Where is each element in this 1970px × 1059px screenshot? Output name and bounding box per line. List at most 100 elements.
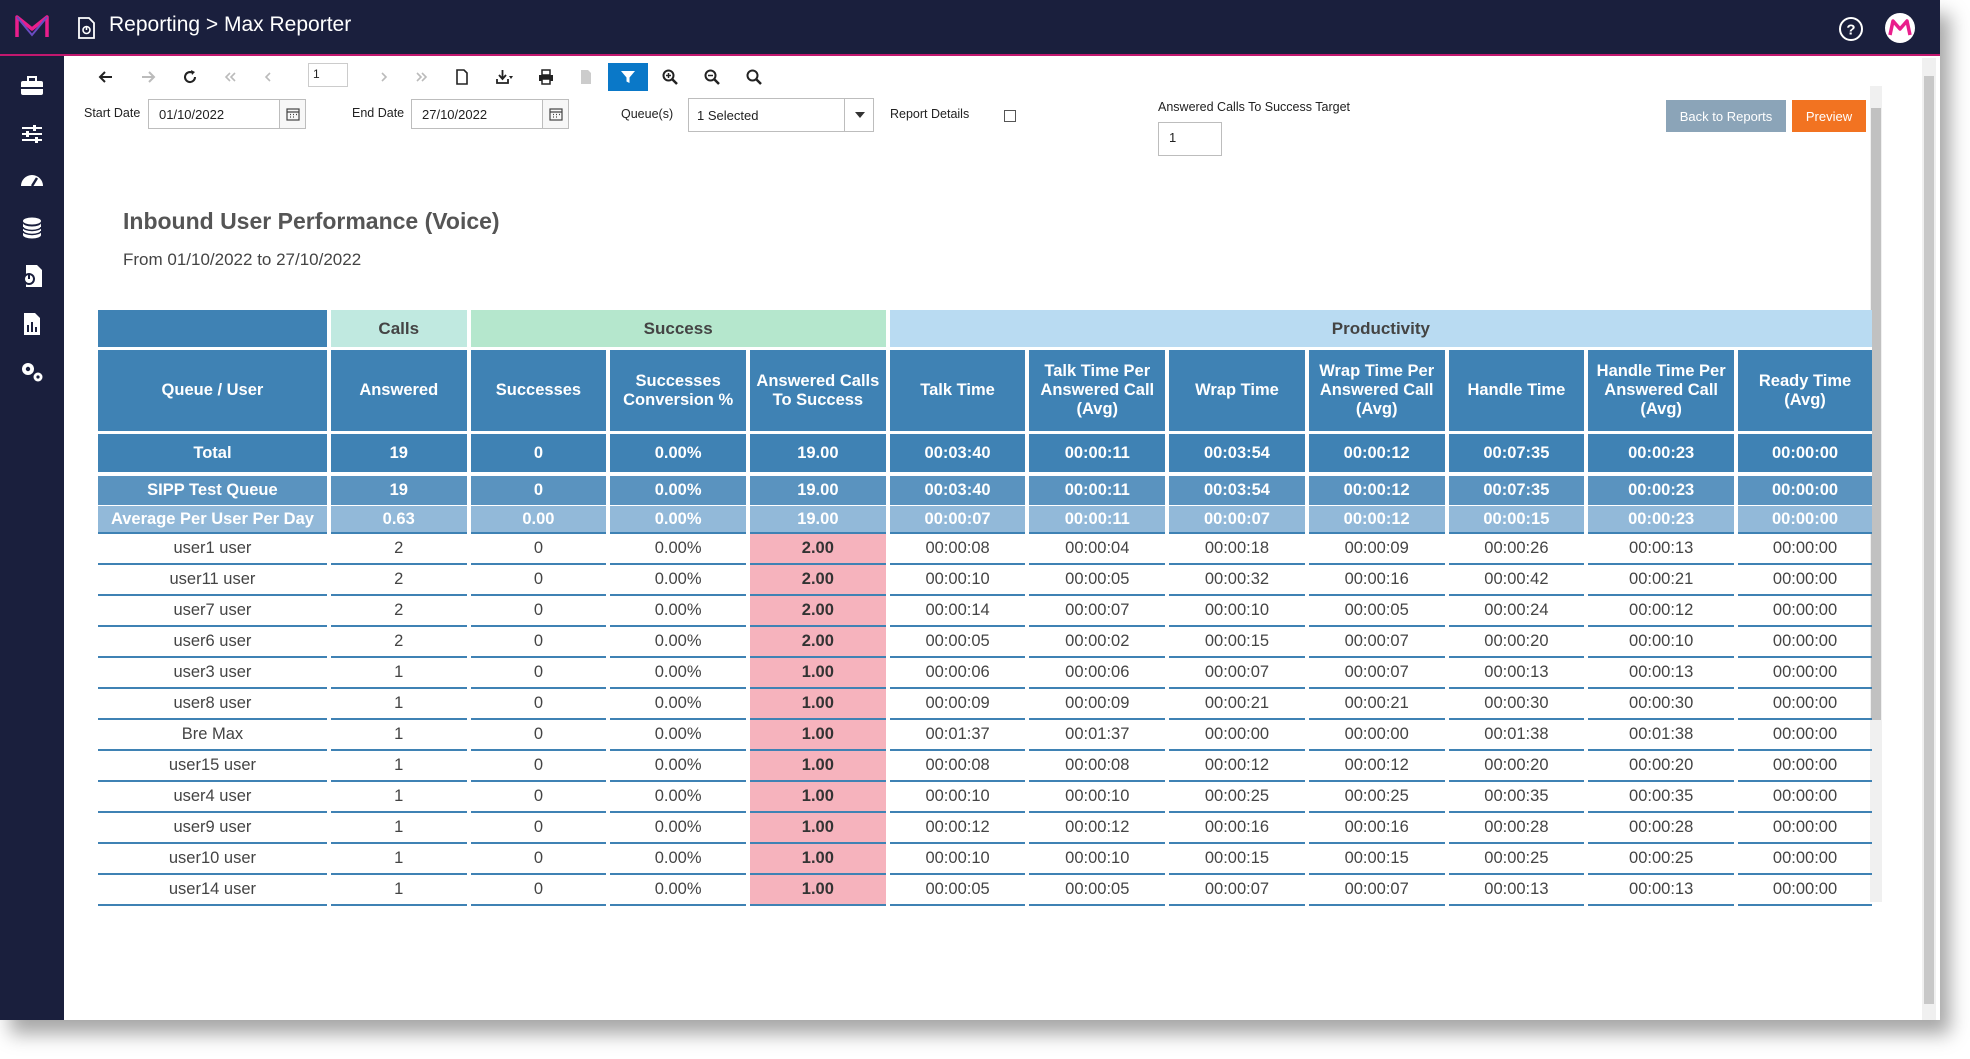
table-cell: 0 (470, 476, 607, 506)
column-header: Answered (330, 350, 467, 434)
table-cell: 00:00:07 (889, 506, 1026, 534)
page-setup-icon[interactable] (566, 63, 606, 91)
table-cell: 00:00:15 (1308, 844, 1445, 875)
group-header-row: Calls Success Productivity (98, 310, 1872, 350)
report-title: Inbound User Performance (Voice) (123, 208, 500, 234)
queues-select[interactable]: 1 Selected (688, 98, 874, 132)
table-cell: 1.00 (750, 782, 886, 813)
average-row: Average Per User Per Day 0.63 0.00 0.00% 19.… (98, 506, 1872, 534)
last-page-icon[interactable] (402, 63, 442, 91)
zoom-out-icon[interactable] (692, 63, 732, 91)
table-cell: 00:00:00 (1738, 875, 1872, 906)
column-header: Handle Time (1448, 350, 1585, 434)
table-cell: 00:00:07 (1029, 596, 1166, 627)
table-cell: 00:00:23 (1588, 434, 1735, 476)
search-icon[interactable] (734, 63, 774, 91)
table-cell: user7 user (98, 596, 327, 627)
table-cell: 00:07:35 (1448, 476, 1585, 506)
table-cell: 00:00:35 (1448, 782, 1585, 813)
briefcase-icon[interactable] (18, 72, 46, 100)
table-cell: 00:00:12 (1308, 506, 1445, 534)
table-cell: 0.00% (610, 596, 746, 627)
brand-logo-icon[interactable] (14, 13, 50, 41)
svg-text:?: ? (1846, 22, 1855, 39)
preview-button[interactable]: Preview (1792, 100, 1866, 132)
chart-file-icon[interactable] (18, 310, 46, 338)
export-download-icon[interactable] (484, 63, 524, 91)
table-cell: 0 (470, 534, 607, 565)
table-cell: 0.00% (610, 627, 746, 658)
start-date-calendar-icon[interactable] (280, 99, 306, 129)
report-table-body: Total 19 0 0.00% 19.00 00:03:40 00:00:11 00:03:… (98, 434, 1872, 906)
first-page-icon[interactable] (210, 63, 250, 91)
dashboard-icon[interactable] (18, 166, 46, 194)
chevron-down-icon[interactable] (844, 98, 874, 132)
previous-page-icon[interactable] (248, 63, 288, 91)
report-scrollbar-thumb[interactable] (1871, 108, 1881, 720)
reports-icon[interactable] (18, 262, 46, 290)
table-cell: 2.00 (750, 534, 886, 565)
table-cell: 00:00:25 (1588, 844, 1735, 875)
start-date-field[interactable]: 01/10/2022 (148, 99, 280, 129)
forward-arrow-icon[interactable] (128, 63, 168, 91)
table-cell: 00:00:18 (1169, 534, 1305, 565)
table-row: user1 user 2 0 0.00% 2.00 00:00:08 00:00:04 00:… (98, 534, 1872, 565)
group-header-blank (98, 310, 327, 350)
sidebar (0, 56, 64, 1020)
table-cell: 0.00% (610, 658, 746, 689)
page-scrollbar-thumb[interactable] (1924, 76, 1934, 1004)
target-input[interactable]: 1 (1158, 122, 1222, 156)
table-cell: 00:00:00 (1738, 476, 1872, 506)
next-page-icon[interactable] (364, 63, 404, 91)
table-cell: 0 (470, 689, 607, 720)
table-cell: 2.00 (750, 596, 886, 627)
table-cell: 00:00:10 (1169, 596, 1305, 627)
column-header: Answered Calls To Success (750, 350, 886, 434)
table-cell: 0.00% (610, 782, 746, 813)
table-cell: 0.00% (610, 534, 746, 565)
page-number-input[interactable]: 1 (308, 63, 348, 87)
table-cell: 00:00:05 (1308, 596, 1445, 627)
column-header-row: Queue / User Answered Successes Successes C… (98, 350, 1872, 434)
table-cell: user14 user (98, 875, 327, 906)
table-cell: 00:00:00 (1738, 627, 1872, 658)
table-cell: 0 (470, 627, 607, 658)
table-cell: 00:00:20 (1588, 751, 1735, 782)
back-to-reports-button[interactable]: Back to Reports (1666, 100, 1786, 132)
table-cell: 00:00:00 (1738, 596, 1872, 627)
table-row: user6 user 2 0 0.00% 2.00 00:00:05 00:00:02 00:… (98, 627, 1872, 658)
help-icon[interactable]: ? (1838, 16, 1864, 42)
refresh-icon[interactable] (170, 63, 210, 91)
report-panel: 1 Start Date 01/10/2022 End Date 27/10/2… (64, 58, 1940, 1020)
filter-icon[interactable] (608, 63, 648, 91)
table-row: user14 user 1 0 0.00% 1.00 00:00:05 00:00:05 00… (98, 875, 1872, 906)
table-cell: 00:00:08 (889, 534, 1026, 565)
new-document-icon[interactable] (442, 63, 482, 91)
table-cell: 00:00:42 (1448, 565, 1585, 596)
column-header: Wrap Time (1169, 350, 1305, 434)
sliders-icon[interactable] (18, 120, 46, 148)
table-cell: 19.00 (750, 476, 886, 506)
user-avatar-icon[interactable] (1884, 12, 1916, 44)
table-cell: 19.00 (750, 506, 886, 534)
back-arrow-icon[interactable] (86, 63, 126, 91)
settings-icon[interactable] (18, 358, 46, 386)
table-cell: 00:03:54 (1169, 476, 1305, 506)
report-details-checkbox[interactable] (1004, 110, 1016, 122)
zoom-in-icon[interactable] (650, 63, 690, 91)
table-cell: user9 user (98, 813, 327, 844)
table-cell: 0.00 (470, 506, 607, 534)
table-cell: 0.63 (330, 506, 467, 534)
print-icon[interactable] (526, 63, 566, 91)
table-cell: 0.00% (610, 434, 746, 476)
end-date-calendar-icon[interactable] (543, 99, 569, 129)
table-cell: user4 user (98, 782, 327, 813)
column-header: Wrap Time Per Answered Call (Avg) (1308, 350, 1445, 434)
page-title: Reporting > Max Reporter (109, 13, 352, 36)
table-cell: 00:00:07 (1169, 875, 1305, 906)
database-icon[interactable] (18, 214, 46, 242)
table-cell: 0.00% (610, 506, 746, 534)
end-date-field[interactable]: 27/10/2022 (411, 99, 543, 129)
table-cell: 00:00:08 (889, 751, 1026, 782)
table-row: user10 user 1 0 0.00% 1.00 00:00:10 00:00:10 00… (98, 844, 1872, 875)
